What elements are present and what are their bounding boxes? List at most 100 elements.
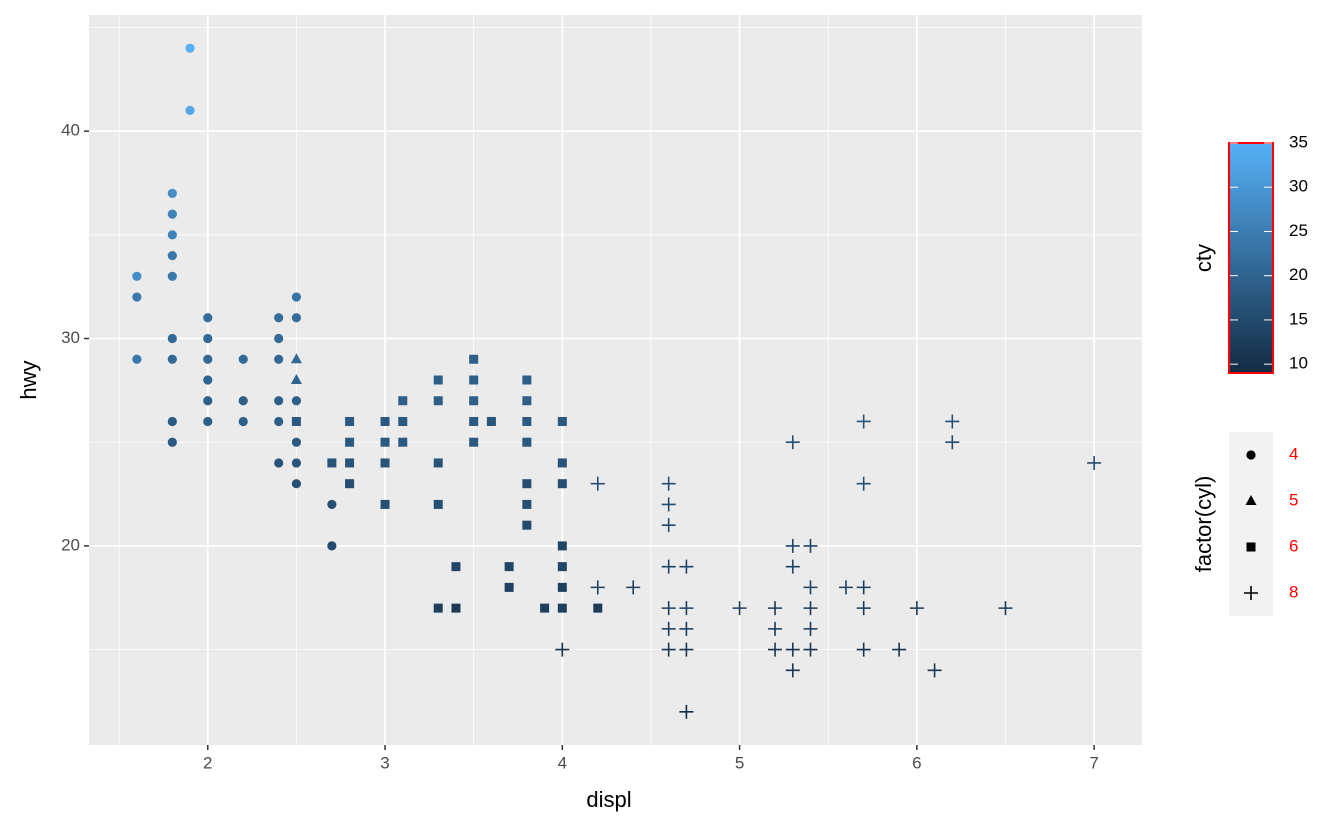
point (892, 642, 907, 657)
colorbar-label: 30 (1289, 177, 1308, 196)
point (661, 601, 676, 616)
x-tick-label: 6 (912, 753, 921, 772)
point (167, 416, 177, 427)
point (679, 704, 694, 719)
point (451, 603, 461, 613)
point (203, 416, 213, 427)
point (679, 559, 694, 574)
point (167, 209, 177, 219)
point (557, 479, 567, 489)
y-tick-label: 20 (61, 535, 80, 554)
point (433, 499, 443, 509)
point (557, 458, 567, 468)
point (557, 416, 567, 426)
point (167, 250, 177, 261)
point (590, 580, 605, 595)
x-tick-label: 5 (735, 753, 744, 772)
point (469, 416, 479, 426)
point (345, 416, 355, 426)
legend-label: 6 (1289, 536, 1298, 555)
point (856, 601, 871, 616)
point (785, 559, 800, 574)
point (291, 396, 302, 406)
point (433, 396, 443, 406)
point (593, 603, 603, 613)
point (327, 458, 337, 468)
point (803, 621, 818, 636)
point (345, 437, 355, 447)
point (661, 559, 676, 574)
point (732, 601, 747, 616)
point (803, 642, 818, 657)
point (626, 580, 641, 595)
point (345, 458, 355, 468)
colorbar-label: 20 (1289, 265, 1308, 284)
point (661, 642, 676, 657)
point (238, 396, 248, 406)
point (785, 435, 800, 450)
point (380, 416, 390, 426)
legend-label: 4 (1289, 444, 1298, 463)
colorbar-label: 25 (1289, 221, 1308, 240)
legend-label: 5 (1289, 490, 1298, 509)
point (945, 435, 960, 450)
panel-background (89, 15, 1142, 745)
point (238, 416, 248, 427)
point (768, 601, 783, 616)
point (856, 580, 871, 595)
colorbar-label: 35 (1289, 132, 1308, 151)
point (433, 603, 443, 613)
point (291, 458, 302, 468)
point (557, 603, 567, 613)
point (661, 621, 676, 636)
legend-label: 8 (1289, 582, 1298, 601)
point (398, 396, 408, 406)
x-axis-title: displ (586, 787, 631, 812)
point (274, 313, 284, 323)
point (522, 479, 532, 489)
point (291, 416, 301, 426)
point (486, 416, 496, 426)
y-tick-label: 30 (61, 328, 80, 347)
point (679, 642, 694, 657)
point (661, 497, 676, 512)
point (803, 538, 818, 553)
point (679, 601, 694, 616)
point (768, 642, 783, 657)
legend-key (1246, 542, 1256, 552)
point (274, 458, 284, 468)
point (274, 416, 284, 427)
point (203, 313, 213, 323)
point (522, 520, 532, 530)
legend-title: factor(cyl) (1191, 476, 1216, 573)
colorbar-label: 10 (1289, 354, 1308, 373)
point (945, 414, 960, 429)
point (522, 416, 532, 426)
point (803, 601, 818, 616)
colorbar-label: 15 (1289, 309, 1308, 328)
colorbar (1228, 142, 1274, 374)
point (998, 601, 1013, 616)
point (803, 580, 818, 595)
point (167, 333, 177, 344)
point (661, 518, 676, 533)
point (433, 375, 443, 385)
point (856, 642, 871, 657)
point (557, 541, 567, 551)
point (238, 354, 248, 364)
legend-key (1245, 495, 1257, 505)
point (167, 354, 177, 364)
point (167, 437, 177, 447)
point (522, 375, 532, 385)
point (290, 374, 302, 384)
point (345, 479, 355, 489)
point (185, 105, 195, 115)
point (291, 479, 302, 489)
point (856, 414, 871, 429)
point (290, 353, 302, 364)
point (132, 292, 142, 302)
point (557, 562, 567, 572)
point (433, 458, 443, 468)
legend-key (1244, 586, 1258, 600)
